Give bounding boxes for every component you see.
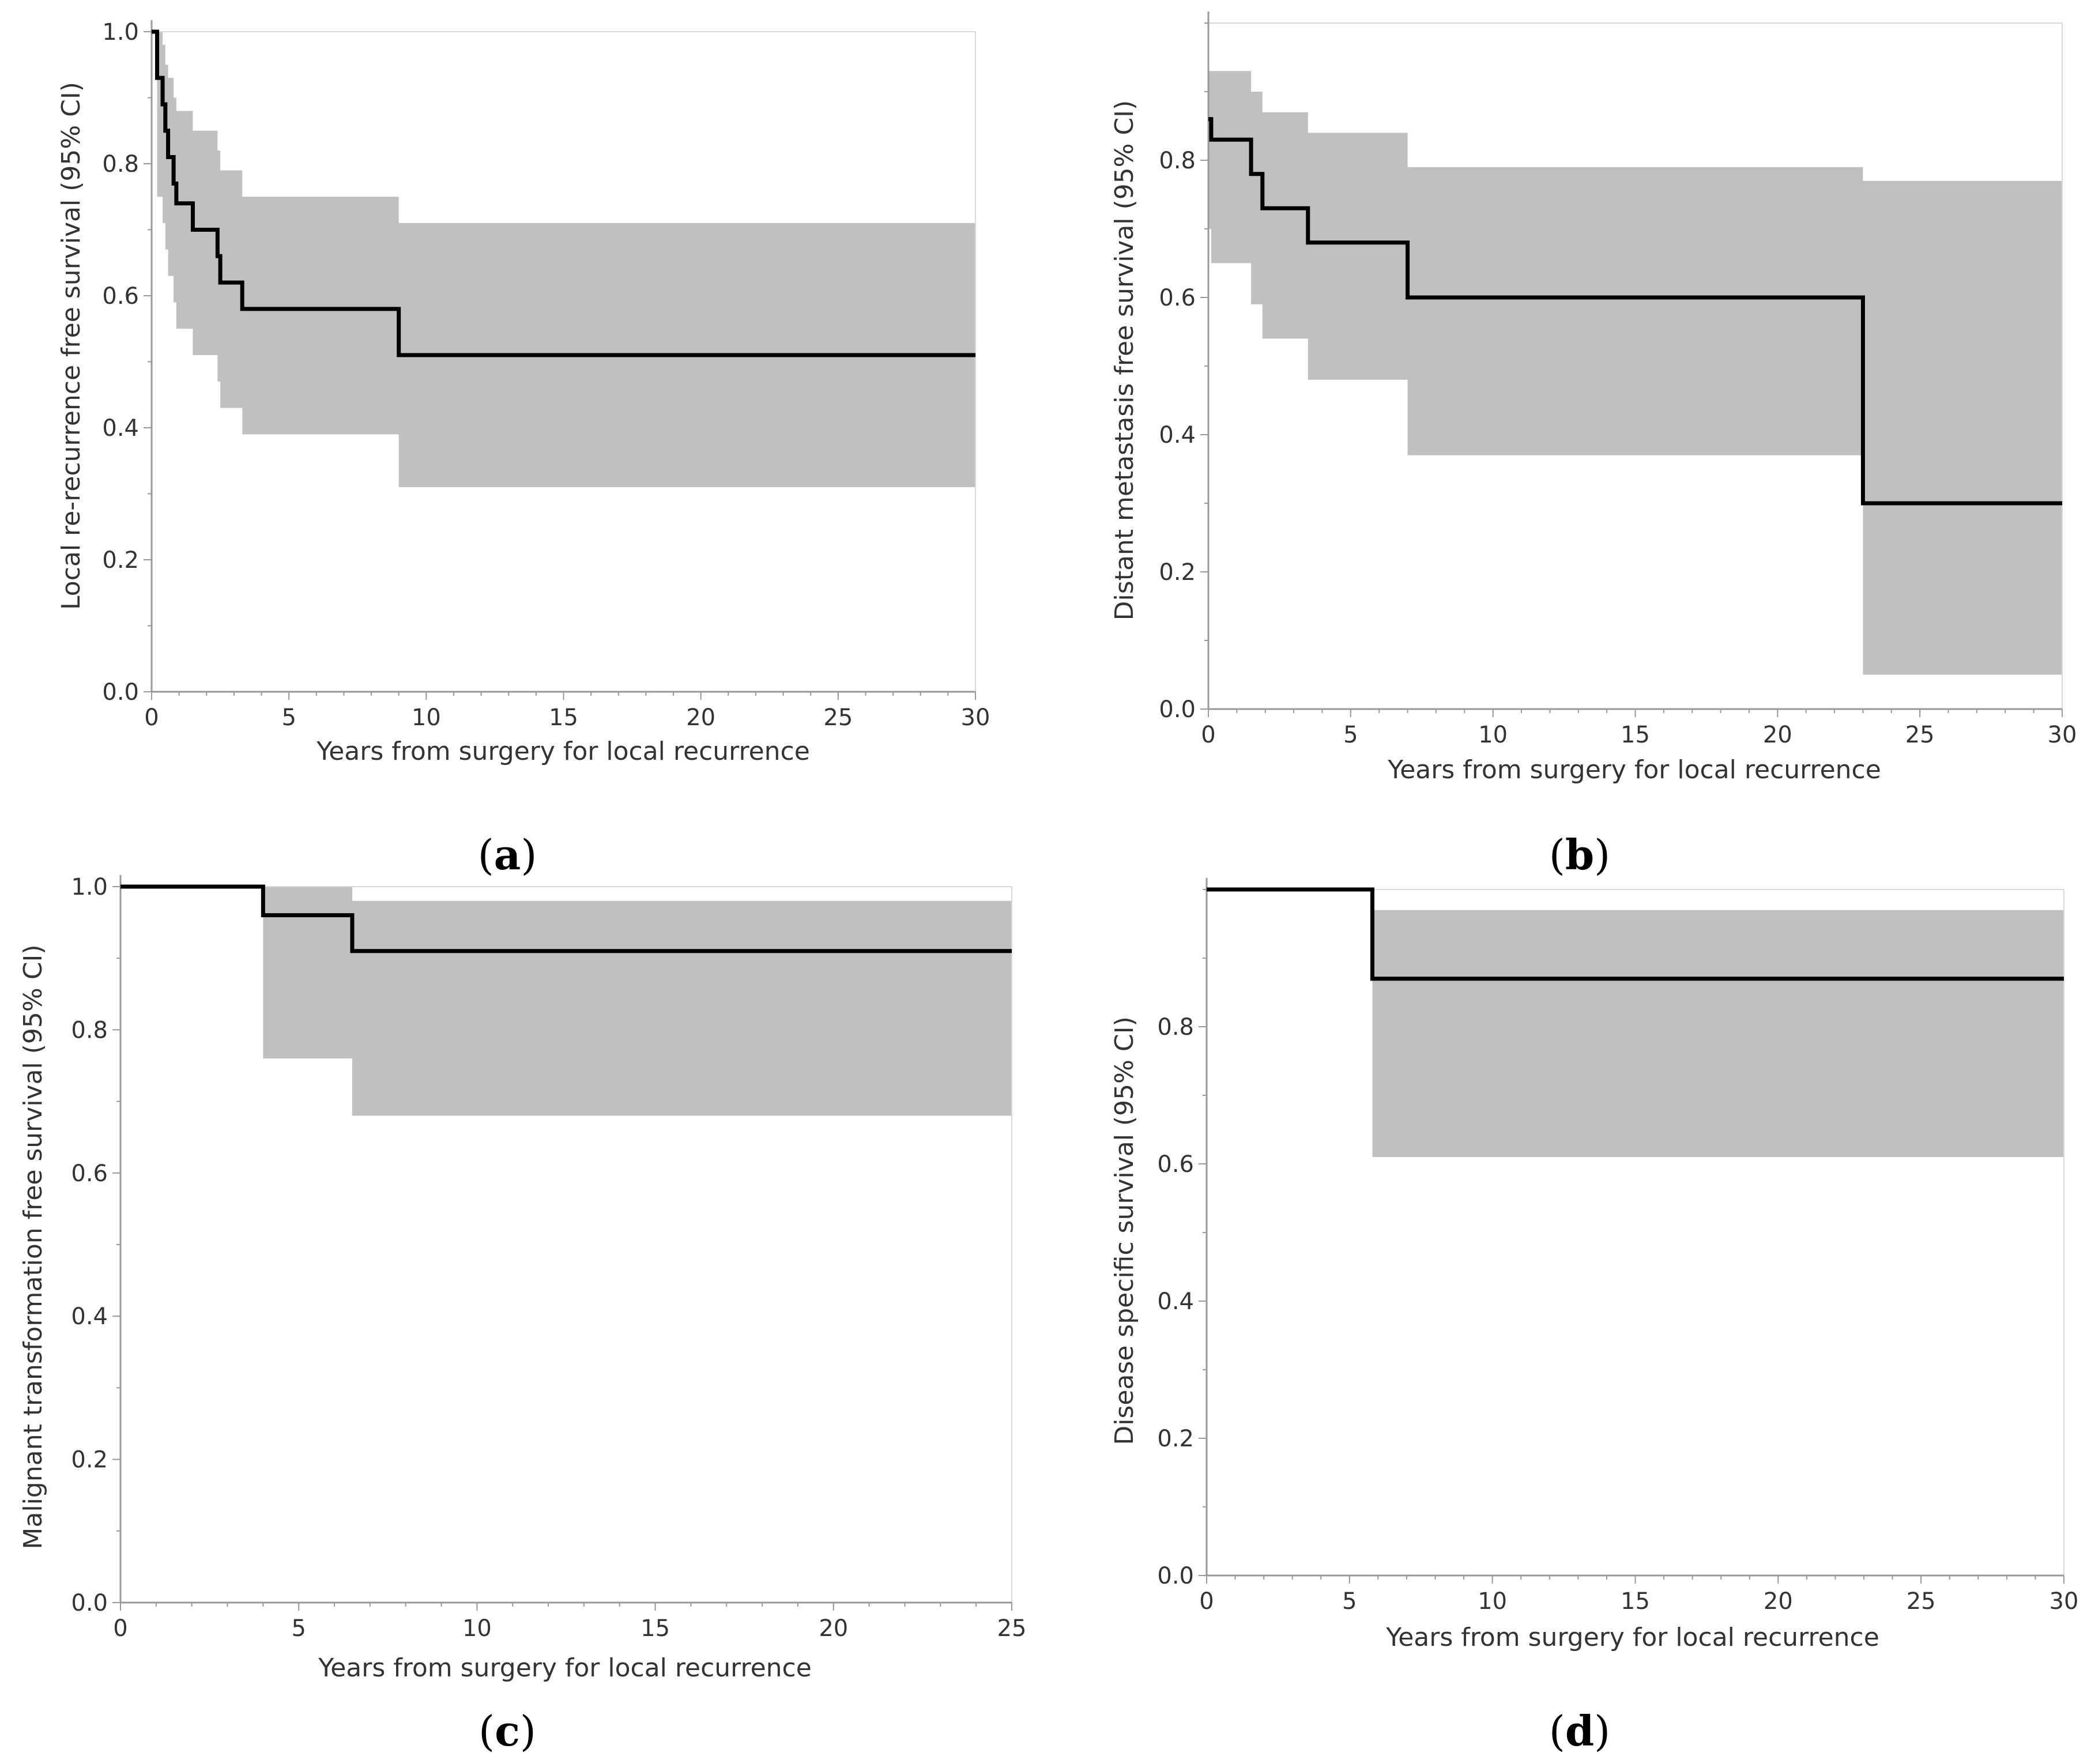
panel-b-y-tick-label: 0.2 bbox=[1159, 559, 1196, 586]
panel-a-y-tick-label: 0.8 bbox=[102, 151, 139, 178]
panel-a-x-tick-label: 20 bbox=[686, 704, 715, 731]
panel-d-survival-line bbox=[1207, 887, 2064, 981]
panel-c-x-tick-label: 5 bbox=[291, 1615, 306, 1642]
panel-a-plot: 0 5 10 15 20 25 30 0.0 0.2 0.4 0.6 0.8 1.0 bbox=[102, 19, 990, 731]
panel-b-caption: (b) bbox=[1549, 830, 1611, 879]
panel-a-y-tick-label: 0.0 bbox=[102, 679, 139, 706]
panel-c-y-tick-label: 0.6 bbox=[71, 1160, 108, 1187]
panel-a-survival-line bbox=[152, 29, 975, 357]
panel-b-x-axis-label: Years from surgery for local recurrence bbox=[1387, 755, 1881, 785]
panel-d-x-tick-label: 20 bbox=[1764, 1588, 1793, 1615]
panel-c-y-axis-label: Malignant transformation free survival (… bbox=[18, 944, 48, 1549]
panel-b-y-tick-label: 0.8 bbox=[1159, 148, 1196, 174]
panel-b-y-tick-label: 0.0 bbox=[1159, 696, 1196, 723]
panel-c-y-tick-label: 0.0 bbox=[71, 1590, 108, 1616]
panel-c-ci-band bbox=[263, 887, 1012, 1116]
panel-d-x-tick-label: 10 bbox=[1478, 1588, 1507, 1615]
panel-d-ci-band bbox=[1372, 910, 2064, 1158]
panel-a-x-tick-label: 30 bbox=[961, 704, 990, 731]
panel-a-x-tick-label: 15 bbox=[549, 704, 578, 731]
panel-b-plot: 0 5 10 15 20 25 30 0.0 0.2 0.4 0.6 0.8 bbox=[1159, 12, 2077, 748]
panel-c-plot: 0 5 10 15 20 25 0.0 0.2 0.4 0.6 0.8 1.0 bbox=[71, 874, 1026, 1642]
panel-c-x-tick-label: 20 bbox=[819, 1615, 848, 1642]
panel-d-x-tick-label: 25 bbox=[1907, 1588, 1936, 1615]
panel-c-y-tick-label: 1.0 bbox=[71, 874, 108, 900]
panel-a-y-tick-label: 0.6 bbox=[102, 283, 139, 310]
panel-b: 0 5 10 15 20 25 30 0.0 0.2 0.4 0.6 0.8 Distant meta… bbox=[1110, 12, 2077, 879]
panel-d-y-axis-label: Disease specific survival (95% CI) bbox=[1110, 1016, 1139, 1445]
panel-c: 0 5 10 15 20 25 0.0 0.2 0.4 0.6 0.8 1.0 Malignant t… bbox=[18, 874, 1026, 1755]
panel-d-plot: 0 5 10 15 20 25 30 0.0 0.2 0.4 0.6 0.8 bbox=[1157, 878, 2078, 1615]
panel-c-x-tick-label: 10 bbox=[462, 1615, 492, 1642]
panel-d-x-tick-label: 5 bbox=[1342, 1588, 1357, 1615]
panel-b-y-tick-label: 0.4 bbox=[1159, 422, 1196, 448]
panel-c-survival-line bbox=[120, 884, 1012, 953]
panel-a-y-tick-label: 1.0 bbox=[102, 19, 139, 46]
panel-a-y-tick-label: 0.2 bbox=[102, 547, 139, 574]
panel-d-y-tick-label: 0.4 bbox=[1157, 1288, 1194, 1315]
panel-b-x-tick-label: 30 bbox=[2048, 722, 2077, 748]
panel-b-x-tick-label: 25 bbox=[1905, 722, 1935, 748]
panel-a-x-tick-label: 25 bbox=[823, 704, 853, 731]
panel-c-y-tick-label: 0.2 bbox=[71, 1447, 108, 1473]
panel-c-x-axis-label: Years from surgery for local recurrence bbox=[318, 1653, 812, 1683]
panel-b-survival-line bbox=[1208, 117, 2062, 506]
panel-a-y-tick-label: 0.4 bbox=[102, 415, 139, 442]
panel-a-y-axis-label: Local re-recurrence free survival (95% C… bbox=[56, 82, 86, 610]
panel-b-x-tick-label: 10 bbox=[1478, 722, 1508, 748]
panel-d-x-tick-label: 0 bbox=[1199, 1588, 1214, 1615]
panel-d-y-tick-label: 0.6 bbox=[1157, 1151, 1194, 1178]
panel-c-x-tick-label: 25 bbox=[997, 1615, 1027, 1642]
panel-c-caption: (c) bbox=[479, 1706, 536, 1755]
panel-a-x-tick-label: 10 bbox=[412, 704, 441, 731]
panel-b-x-tick-label: 20 bbox=[1763, 722, 1792, 748]
panel-d-y-tick-label: 0.8 bbox=[1157, 1014, 1194, 1041]
panel-b-y-tick-label: 0.6 bbox=[1159, 285, 1196, 311]
panel-a-x-tick-label: 5 bbox=[281, 704, 296, 731]
panel-b-x-tick-label: 0 bbox=[1201, 722, 1215, 748]
panel-d-x-axis-label: Years from surgery for local recurrence bbox=[1385, 1623, 1879, 1652]
panel-b-x-tick-label: 15 bbox=[1621, 722, 1650, 748]
panel-d-y-tick-label: 0.0 bbox=[1157, 1563, 1194, 1589]
panel-c-x-tick-label: 0 bbox=[113, 1615, 127, 1642]
panel-d: 0 5 10 15 20 25 30 0.0 0.2 0.4 0.6 0.8 Disease spec… bbox=[1110, 878, 2078, 1755]
panel-a-caption: (a) bbox=[478, 830, 537, 879]
panel-a-ci-band bbox=[157, 32, 976, 488]
panel-c-x-tick-label: 15 bbox=[641, 1615, 670, 1642]
panel-c-y-tick-label: 0.8 bbox=[71, 1017, 108, 1043]
panel-b-y-axis-label: Distant metastasis free survival (95% CI… bbox=[1110, 100, 1139, 621]
panel-a-x-axis-label: Years from surgery for local recurrence bbox=[316, 737, 810, 766]
panel-a: 0 5 10 15 20 25 30 0.0 0.2 0.4 0.6 0.8 1.0 Local re-… bbox=[56, 19, 990, 879]
panel-d-x-tick-label: 15 bbox=[1621, 1588, 1650, 1615]
panel-d-y-tick-label: 0.2 bbox=[1157, 1426, 1194, 1452]
panel-a-x-tick-label: 0 bbox=[144, 704, 159, 731]
panel-b-x-tick-label: 5 bbox=[1343, 722, 1358, 748]
panel-d-caption: (d) bbox=[1549, 1706, 1611, 1755]
panel-c-y-tick-label: 0.4 bbox=[71, 1303, 108, 1330]
panel-d-x-tick-label: 30 bbox=[2049, 1588, 2079, 1615]
panel-b-ci-band bbox=[1208, 71, 2062, 675]
